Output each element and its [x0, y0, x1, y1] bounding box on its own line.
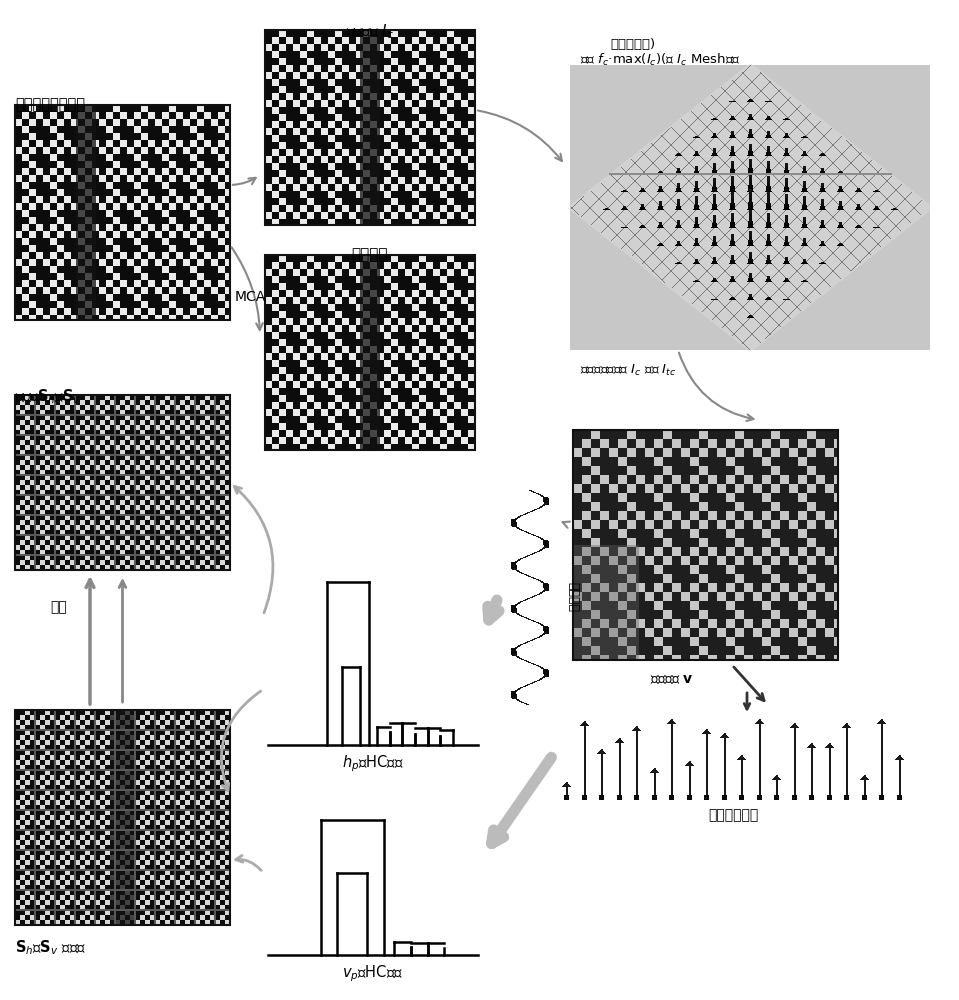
- Text: $\mathit{h}_p$的HC聚类: $\mathit{h}_p$的HC聚类: [342, 753, 404, 774]
- Bar: [265, 255, 475, 450]
- Text: 背景像素分布: 背景像素分布: [708, 808, 759, 822]
- Text: 扩展: 扩展: [50, 600, 67, 614]
- Text: 输入：纺织品图像: 输入：纺织品图像: [15, 97, 85, 112]
- Bar: [15, 395, 230, 570]
- Text: 卡通成分 $\mathit{I}_c$: 卡通成分 $\mathit{I}_c$: [346, 22, 394, 41]
- Bar: [15, 105, 230, 320]
- Text: MCA: MCA: [235, 290, 267, 304]
- Text: 的灰色平面): 的灰色平面): [610, 38, 655, 51]
- Bar: [265, 30, 475, 225]
- Text: 纹理成分: 纹理成分: [352, 247, 388, 262]
- Text: $\mathit{v}_p$的HC聚类: $\mathit{v}_p$的HC聚类: [342, 963, 404, 984]
- Text: 输出：$\mathbf{S}_h$和$\mathbf{S}_v$: 输出：$\mathbf{S}_h$和$\mathbf{S}_v$: [15, 387, 82, 406]
- Text: $\mathbf{S}_h$和$\mathbf{S}_v$ 初始值: $\mathbf{S}_h$和$\mathbf{S}_v$ 初始值: [15, 938, 86, 957]
- Bar: [573, 430, 838, 660]
- Text: 使用阈值二值化 $\mathit{I}_c$ 得到 $\mathit{I}_{tc}$: 使用阈值二值化 $\mathit{I}_c$ 得到 $\mathit{I}_{t…: [580, 363, 676, 378]
- Text: 纵向投影 $\mathbf{v}$: 纵向投影 $\mathbf{v}$: [650, 672, 693, 686]
- Bar: [268, 790, 478, 955]
- Text: 横向投影: 横向投影: [566, 582, 579, 612]
- Bar: [268, 560, 478, 745]
- Bar: [15, 710, 230, 925]
- Text: 阈值 $\mathit{f}_c$·max($\mathit{I}_c$)(即 $\mathit{I}_c$ Mesh图中: 阈值 $\mathit{f}_c$·max($\mathit{I}_c$)(即 …: [580, 52, 740, 68]
